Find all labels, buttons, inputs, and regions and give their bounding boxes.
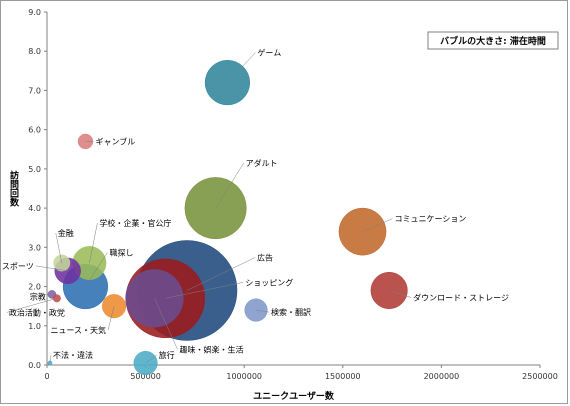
label-leader-line [362,218,393,232]
x-tick-label: 2500000 [522,372,558,381]
bubble-label: 広告 [257,252,273,262]
label-leader-line [255,309,270,313]
x-tick-label: 2000000 [424,372,460,381]
bubble-label: 検索・翻訳 [271,307,311,317]
label-leader-line [49,355,52,364]
bubble-label: ゲーム [257,48,281,58]
x-tick-label: 1500000 [325,372,361,381]
bubble [125,269,184,328]
x-tick-label: 0 [44,372,49,381]
label-leader-line [227,52,256,83]
label-leader-line [154,298,178,350]
y-tick-label: 8.0 [28,47,41,56]
bubble-label: 学校・企業・官公庁 [99,218,171,228]
y-tick-label: 5.0 [28,165,41,174]
y-tick-label: 3.0 [28,243,41,252]
bubble-label: 宗教 [30,291,46,301]
y-tick-label: 1.0 [28,322,41,331]
label-leader-line [107,306,115,331]
label-leader-line [186,257,256,291]
label-leader-line [47,294,53,297]
bubble-size-note: バブルの大きさ: 滞在時間 [440,35,546,47]
label-leader-line [145,354,157,364]
y-tick-label: 6.0 [28,126,41,135]
label-leader-line [89,222,98,264]
bubble-label: スポーツ [2,262,34,271]
y-tick-label: 4.0 [28,204,41,213]
bubble-label: ニュース・天気 [50,325,106,335]
bubble [102,294,127,319]
bubble-label: ダウンロード・ストレージ [413,292,509,302]
y-tick-label: 0.0 [28,361,41,370]
bubble [244,298,268,322]
bubble-label: アダルト [246,158,278,168]
y-tick-label: 9.0 [28,8,41,17]
label-leader-line [6,298,57,313]
label-leader-line [35,265,68,272]
label-leader-line [215,162,244,209]
x-axis-title: ユニークユーザー数 [253,390,335,402]
bubble-label: ショッピング [245,277,293,287]
bubble-label: コミュニケーション [395,215,467,224]
label-leader-line [389,290,412,298]
bubble-label: 趣味・娯楽・生活 [179,344,243,354]
bubble-label: 旅行 [159,350,175,360]
bubble-label: 政治活動・政党 [9,307,65,317]
x-tick-label: 500000 [130,372,161,381]
x-tick-label: 1000000 [226,372,262,381]
bubble-size-note-box [427,31,559,50]
label-leader-line [55,232,63,264]
label-leader-line [85,252,108,287]
bubble-label: 不法・違法 [53,350,93,360]
y-axis-title: 訪問回数 [8,169,19,207]
bubble-label: 職探し [109,248,133,258]
y-tick-label: 2.0 [28,283,41,292]
y-tick-label: 7.0 [28,86,41,95]
label-leader-line [165,282,244,299]
bubble-label: 金融 [58,228,74,238]
bubble-label: ギャンブル [95,136,135,146]
